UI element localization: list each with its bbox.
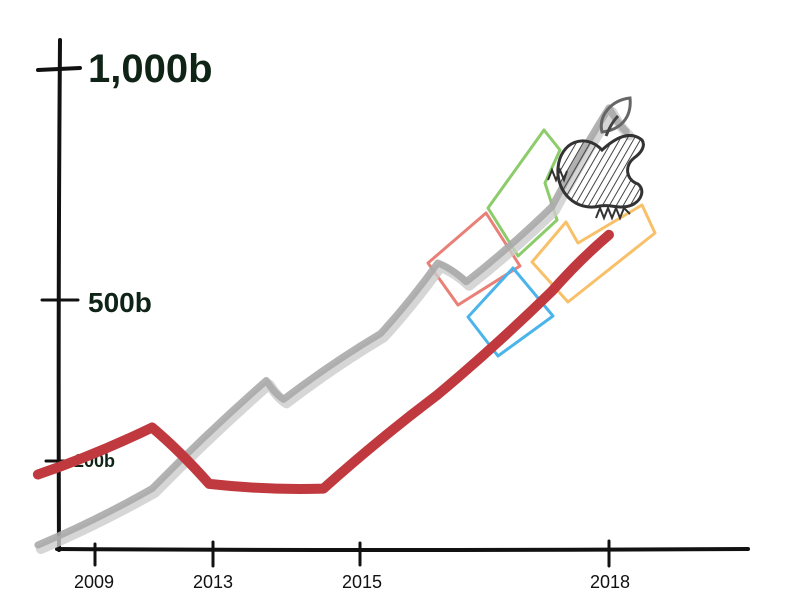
- apple-leaf: [599, 96, 632, 134]
- y-tick-label-1000b: 1,000b: [88, 47, 213, 91]
- x-tick-label-2018: 2018: [590, 572, 630, 592]
- series-layer: [32, 104, 635, 554]
- square-orange: [530, 203, 657, 304]
- apple-scribble-left: [547, 167, 568, 183]
- x-axis: [55, 547, 750, 552]
- y-tick-1000b: [36, 66, 82, 72]
- series-red-line: [32, 229, 614, 494]
- axes: [36, 38, 750, 568]
- square-blue: [466, 266, 555, 358]
- apple-body: [556, 134, 645, 209]
- square-red: [426, 211, 522, 307]
- apple-scribble-bottom: [595, 205, 631, 221]
- y-axis: [56, 38, 62, 552]
- x-tick-label-2009: 2009: [74, 572, 114, 592]
- x-tick-label-2013: 2013: [193, 572, 233, 592]
- apple-stem: [604, 114, 620, 137]
- decorative-squares: [426, 128, 657, 358]
- x-tick-labels: 2009 2013 2015 2018: [74, 572, 630, 592]
- y-tick-label-500b: 500b: [88, 287, 152, 318]
- apple-logo-icon: [547, 96, 645, 221]
- square-green: [486, 128, 562, 258]
- x-tick-label-2015: 2015: [342, 572, 382, 592]
- y-tick-labels: 1,000b 500b 200b: [74, 47, 213, 471]
